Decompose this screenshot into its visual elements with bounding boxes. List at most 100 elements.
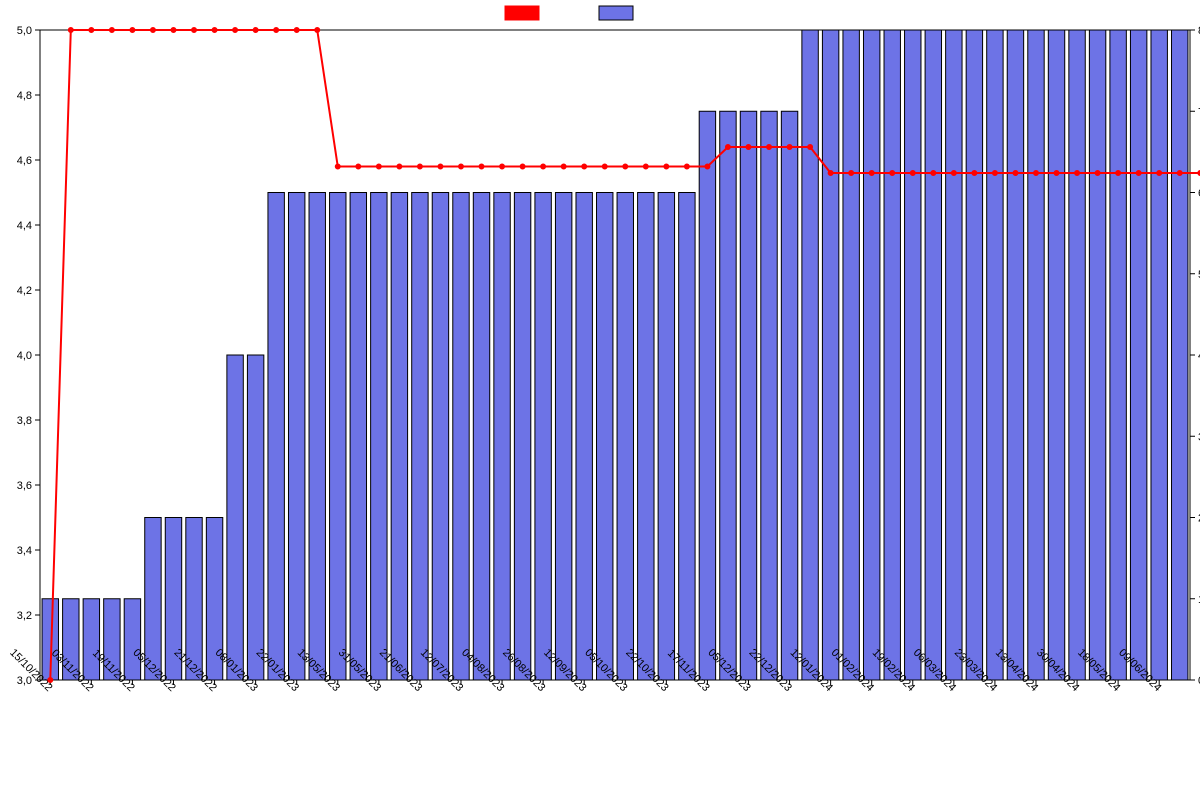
line-marker [130, 28, 135, 33]
line-marker [951, 171, 956, 176]
line-marker [1033, 171, 1038, 176]
line-marker [623, 164, 628, 169]
line-marker [438, 164, 443, 169]
bar [330, 193, 346, 681]
bar [1028, 30, 1044, 680]
left-tick-label: 3,2 [17, 610, 32, 622]
bar [638, 193, 654, 681]
line-marker [500, 164, 505, 169]
bar [905, 30, 921, 680]
line-marker [109, 28, 114, 33]
left-tick-label: 4,8 [17, 90, 32, 102]
legend-swatch-bar [599, 6, 633, 20]
left-tick-label: 3,4 [17, 545, 32, 557]
bar [453, 193, 469, 681]
line-marker [253, 28, 258, 33]
line-marker [992, 171, 997, 176]
line-marker [869, 171, 874, 176]
line-marker [1157, 171, 1162, 176]
line-marker [1095, 171, 1100, 176]
bar [432, 193, 448, 681]
bar [555, 193, 571, 681]
bar [987, 30, 1003, 680]
bar [720, 111, 736, 680]
line-marker [972, 171, 977, 176]
bar [863, 30, 879, 680]
bar [843, 30, 859, 680]
bar [247, 355, 263, 680]
bar [761, 111, 777, 680]
line-marker [356, 164, 361, 169]
bar [822, 30, 838, 680]
bar [699, 111, 715, 680]
line-marker [192, 28, 197, 33]
bar [309, 193, 325, 681]
left-tick-label: 4,6 [17, 155, 32, 167]
line-marker [89, 28, 94, 33]
bar [83, 599, 99, 680]
line-marker [397, 164, 402, 169]
line-marker [1054, 171, 1059, 176]
bar [494, 193, 510, 681]
bar [1089, 30, 1105, 680]
line-marker [1116, 171, 1121, 176]
line-marker [233, 28, 238, 33]
line-marker [520, 164, 525, 169]
bar [966, 30, 982, 680]
line-marker [274, 28, 279, 33]
left-tick-label: 3,6 [17, 480, 32, 492]
line-marker [1177, 171, 1182, 176]
bar [412, 193, 428, 681]
bar [740, 111, 756, 680]
chart-svg: 3,03,23,43,63,84,04,24,44,64,85,00123456… [0, 0, 1200, 800]
line-marker [1136, 171, 1141, 176]
line-marker [931, 171, 936, 176]
chart-container: 3,03,23,43,63,84,04,24,44,64,85,00123456… [0, 0, 1200, 800]
line-marker [602, 164, 607, 169]
bar [1048, 30, 1064, 680]
left-tick-label: 3,8 [17, 415, 32, 427]
line-marker [828, 171, 833, 176]
bar [617, 193, 633, 681]
bar [679, 193, 695, 681]
line-marker [643, 164, 648, 169]
bar [597, 193, 613, 681]
left-tick-label: 4,0 [17, 350, 32, 362]
line-marker [664, 164, 669, 169]
line-marker [725, 145, 730, 150]
bar [1172, 30, 1188, 680]
bar [1130, 30, 1146, 680]
bar [802, 30, 818, 680]
line-marker [294, 28, 299, 33]
line-marker [582, 164, 587, 169]
line-marker [376, 164, 381, 169]
bar [350, 193, 366, 681]
bar [268, 193, 284, 681]
line-marker [705, 164, 710, 169]
line-marker [541, 164, 546, 169]
line-marker [910, 171, 915, 176]
line-marker [335, 164, 340, 169]
bar [514, 193, 530, 681]
bar [576, 193, 592, 681]
line-marker [479, 164, 484, 169]
line-marker [212, 28, 217, 33]
line-marker [746, 145, 751, 150]
bar [1069, 30, 1085, 680]
line-marker [171, 28, 176, 33]
line-marker [48, 678, 53, 683]
line-marker [767, 145, 772, 150]
bar [227, 355, 243, 680]
line-marker [1013, 171, 1018, 176]
line-marker [561, 164, 566, 169]
line-marker [787, 145, 792, 150]
bar [658, 193, 674, 681]
bar [1110, 30, 1126, 680]
bar [946, 30, 962, 680]
line-marker [684, 164, 689, 169]
bar [1007, 30, 1023, 680]
bar [781, 111, 797, 680]
left-tick-label: 4,4 [17, 220, 32, 232]
bar [391, 193, 407, 681]
line-marker [315, 28, 320, 33]
